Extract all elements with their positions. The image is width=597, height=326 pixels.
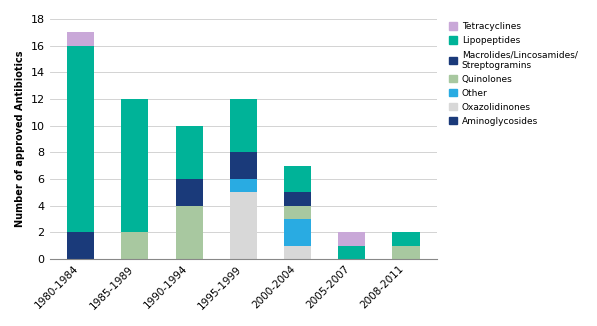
Bar — [284, 245, 311, 259]
Bar — [230, 192, 257, 259]
Bar — [338, 232, 365, 245]
Bar — [176, 126, 202, 179]
Bar — [338, 245, 365, 259]
Bar — [230, 99, 257, 152]
Bar — [230, 152, 257, 179]
Bar — [67, 46, 94, 232]
Bar — [284, 219, 311, 245]
Bar — [67, 32, 94, 46]
Y-axis label: Number of approved Antibiotics: Number of approved Antibiotics — [15, 51, 25, 227]
Bar — [392, 245, 420, 259]
Legend: Tetracyclines, Lipopeptides, Macrolides/Lincosamides/
Streptogramins, Quinolones: Tetracyclines, Lipopeptides, Macrolides/… — [445, 19, 581, 129]
Bar — [121, 232, 149, 259]
Bar — [284, 166, 311, 192]
Bar — [176, 206, 202, 259]
Bar — [284, 206, 311, 219]
Bar — [176, 179, 202, 206]
Bar — [284, 192, 311, 206]
Bar — [230, 179, 257, 192]
Bar — [121, 99, 149, 232]
Bar — [392, 232, 420, 245]
Bar — [67, 232, 94, 259]
